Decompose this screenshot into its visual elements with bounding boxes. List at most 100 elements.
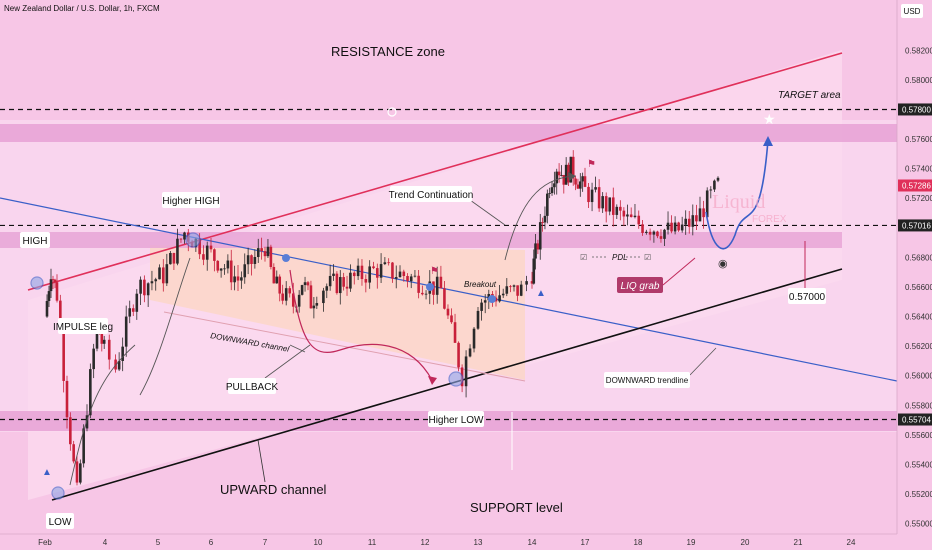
candle-body — [597, 187, 601, 209]
target-zone-band — [0, 124, 897, 142]
time-tick-label: 11 — [368, 538, 377, 547]
upper-channel-line — [27, 52, 843, 291]
candle-body — [576, 184, 580, 189]
candle-body — [626, 214, 629, 217]
price-axis[interactable]: 0.55000 0.55200 0.55400 0.55600 0.55800 0.560… — [905, 46, 932, 528]
candle-body — [150, 281, 154, 284]
candle-body — [555, 171, 559, 184]
candle-body — [45, 301, 49, 317]
price-tick-label: 0.56800 — [905, 253, 932, 262]
candle-body — [391, 262, 394, 279]
candle-body — [604, 196, 608, 212]
time-axis[interactable]: Feb 4 5 6 7 10 11 12 13 14 17 18 19 20 21 24 — [38, 538, 856, 547]
candle-body — [498, 295, 501, 302]
candle-body — [472, 328, 476, 349]
candle-body — [92, 348, 95, 370]
candle-body — [59, 300, 62, 331]
level-label: 0.57000 — [789, 292, 826, 303]
candle-body — [360, 265, 364, 280]
candle-body — [594, 187, 597, 190]
candle-body — [240, 277, 243, 281]
price-tick-label: 0.57200 — [905, 194, 932, 203]
low-marker — [51, 486, 65, 500]
price-tick-label: 0.57600 — [905, 135, 932, 144]
upward-channel-support-line — [51, 268, 843, 501]
higher-high-marker — [185, 232, 201, 248]
candle-body — [677, 222, 680, 231]
candle-body — [457, 342, 460, 368]
time-tick-label: 21 — [794, 538, 803, 547]
candle-body — [684, 218, 687, 225]
candle-body — [611, 197, 615, 215]
candle-body — [306, 282, 310, 286]
candle-body — [325, 286, 329, 291]
rocket-icon-2: ▲ — [536, 288, 546, 299]
candle-body — [158, 267, 161, 280]
candle-body — [409, 276, 413, 282]
candle-body — [205, 245, 209, 260]
time-tick-label: 6 — [209, 538, 214, 547]
candle-body — [246, 255, 250, 265]
candle-body — [483, 300, 487, 303]
liq-grab-box — [617, 277, 663, 293]
time-tick-label: 13 — [474, 538, 483, 547]
watermark-logo: Liquid — [712, 191, 765, 213]
rise-arrow-path — [139, 257, 191, 396]
time-tick-label: 4 — [103, 538, 108, 547]
price-tick-label: 0.58000 — [905, 76, 932, 85]
candle-body — [256, 248, 260, 258]
candle-body — [530, 281, 534, 284]
candle-body — [89, 369, 92, 416]
candle-body — [519, 284, 523, 296]
price-tag-label: 0.57286 — [902, 181, 931, 190]
candle-body — [342, 277, 345, 287]
candle-body — [124, 316, 128, 347]
candle-body — [65, 380, 69, 418]
candle-body — [364, 279, 368, 283]
candle-body — [269, 246, 273, 268]
candle-body — [338, 277, 342, 294]
candle-body — [548, 193, 551, 194]
candle-body — [335, 273, 339, 294]
candle-body — [525, 281, 528, 285]
candle-body — [659, 236, 663, 239]
candle-body — [476, 310, 480, 329]
time-tick-label: 5 — [156, 538, 161, 547]
target-area-label: TARGET area — [778, 90, 841, 101]
candle-body — [534, 243, 537, 259]
candle-body — [687, 218, 691, 227]
price-tag-label: 0.57800 — [902, 105, 931, 114]
time-tick-label: Feb — [38, 538, 52, 547]
candle-body — [578, 181, 582, 189]
price-tick-label: 0.55000 — [905, 520, 932, 529]
time-tick-label: 10 — [314, 538, 323, 547]
swing-markers — [30, 232, 496, 500]
price-tick-label: 0.55600 — [905, 431, 932, 440]
currency-box[interactable] — [901, 4, 923, 18]
candle-body — [663, 229, 666, 239]
candle-body — [464, 356, 468, 387]
candle-body — [322, 290, 325, 304]
candle-body — [629, 214, 633, 218]
candle-body — [413, 275, 417, 277]
low-box — [46, 513, 74, 529]
candle-body — [272, 267, 276, 284]
candle-body — [564, 164, 568, 185]
candle-body — [202, 254, 205, 260]
candle-body — [95, 320, 99, 349]
candle-body — [446, 308, 450, 316]
candle-body — [571, 156, 575, 179]
higher-low-marker — [448, 371, 464, 387]
price-axis-background — [897, 0, 932, 550]
candle-body — [501, 293, 505, 296]
candle-body — [291, 293, 295, 307]
candle-body — [328, 275, 332, 287]
candle-body — [601, 196, 604, 209]
price-tick-label: 0.55800 — [905, 401, 932, 410]
candle-body — [450, 315, 453, 323]
trend-continuation-box — [390, 186, 472, 202]
downward-trendline-label: DOWNWARD trendline — [606, 376, 689, 385]
candle-body — [557, 171, 561, 176]
info-icon — [387, 107, 397, 117]
